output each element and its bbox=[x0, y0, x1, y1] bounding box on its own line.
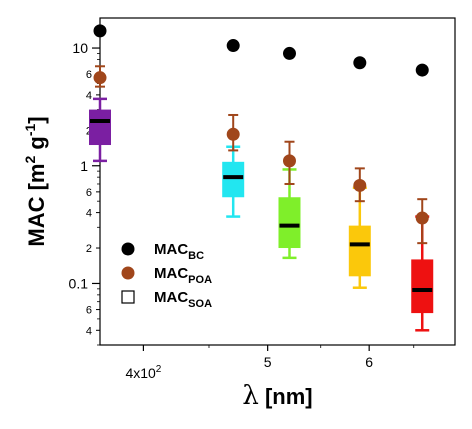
soa-box-rect bbox=[411, 259, 434, 314]
poa-marker bbox=[282, 154, 296, 168]
soa-box-470 bbox=[222, 145, 245, 218]
x-tick-label: 5 bbox=[264, 354, 272, 370]
bc-marker-660 bbox=[415, 63, 429, 77]
y-minor-tick-label: 4 bbox=[86, 90, 92, 102]
y-minor-tick-label: 6 bbox=[86, 305, 92, 317]
soa-box-rect bbox=[278, 197, 301, 249]
legend: MACBC MACPOA MACSOA bbox=[121, 241, 212, 310]
soa-box-370 bbox=[89, 97, 111, 163]
soa-box-rect bbox=[222, 161, 245, 198]
y-tick-label: 10 bbox=[72, 40, 88, 56]
y-minor-tick-label: 2 bbox=[86, 243, 92, 255]
bc-marker-590 bbox=[353, 56, 367, 70]
legend-label-poa: MACPOA bbox=[154, 265, 212, 286]
legend-label-bc: MACBC bbox=[154, 241, 204, 262]
x-tick-label: 4x102 bbox=[125, 364, 161, 381]
poa-point-660 bbox=[415, 198, 429, 245]
legend-label-soa: MACSOA bbox=[154, 289, 212, 310]
poa-point-590 bbox=[353, 167, 367, 203]
poa-marker bbox=[353, 178, 367, 192]
y-minor-tick-label: 6 bbox=[86, 69, 92, 81]
soa-box-rect bbox=[348, 225, 371, 277]
poa-point-370 bbox=[93, 65, 107, 88]
poa-marker bbox=[415, 211, 429, 225]
y-minor-tick-label: 2 bbox=[86, 125, 92, 137]
bc-marker-470 bbox=[226, 39, 240, 53]
legend-bc-marker bbox=[121, 242, 135, 256]
legend-soa-marker bbox=[121, 290, 135, 304]
y-minor-tick-label: 6 bbox=[86, 187, 92, 199]
x-tick-label: 6 bbox=[365, 354, 373, 370]
y-tick-label: 0.1 bbox=[69, 275, 89, 291]
y-minor-tick-label: 4 bbox=[86, 208, 92, 220]
y-tick-label: 1 bbox=[80, 158, 88, 174]
x-axis-title: λ [nm] bbox=[242, 381, 312, 411]
bc-marker-370 bbox=[93, 24, 107, 38]
y-minor-tick-label: 4 bbox=[86, 325, 92, 337]
plot-frame bbox=[99, 17, 456, 346]
poa-marker bbox=[226, 127, 240, 141]
poa-point-520 bbox=[282, 140, 296, 185]
bc-marker-520 bbox=[282, 46, 296, 60]
legend-poa-marker bbox=[121, 266, 135, 280]
poa-marker bbox=[93, 71, 107, 85]
soa-box-590 bbox=[348, 186, 371, 289]
poa-point-470 bbox=[226, 113, 240, 152]
y-axis-title: MAC [m2 g-1] bbox=[22, 116, 49, 246]
soa-box-rect bbox=[89, 109, 111, 146]
